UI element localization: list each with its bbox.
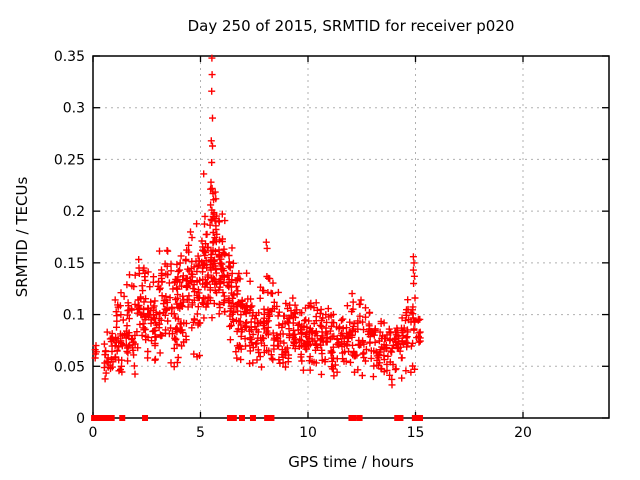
svg-text:0.05: 0.05 xyxy=(54,359,85,375)
svg-text:0.25: 0.25 xyxy=(54,152,85,168)
svg-text:5: 5 xyxy=(196,425,205,441)
scatter-points xyxy=(91,54,424,389)
svg-text:0.1: 0.1 xyxy=(63,308,85,324)
svg-text:10: 10 xyxy=(299,425,317,441)
zero-value-squares xyxy=(91,415,424,421)
tick-labels: 0 5 10 15 20 0 0.05 0.1 0.15 0.2 0.25 0.3 0.35 xyxy=(54,49,532,441)
svg-text:0.3: 0.3 xyxy=(63,101,85,117)
svg-text:0: 0 xyxy=(76,411,85,427)
svg-text:0: 0 xyxy=(89,425,98,441)
x-axis-label: GPS time / hours xyxy=(288,453,414,471)
chart-title: Day 250 of 2015, SRMTID for receiver p02… xyxy=(187,17,515,35)
svg-text:0.35: 0.35 xyxy=(54,49,85,65)
svg-text:15: 15 xyxy=(407,425,425,441)
svg-text:0.15: 0.15 xyxy=(54,256,85,272)
svg-text:20: 20 xyxy=(514,425,532,441)
svg-text:0.2: 0.2 xyxy=(63,204,85,220)
